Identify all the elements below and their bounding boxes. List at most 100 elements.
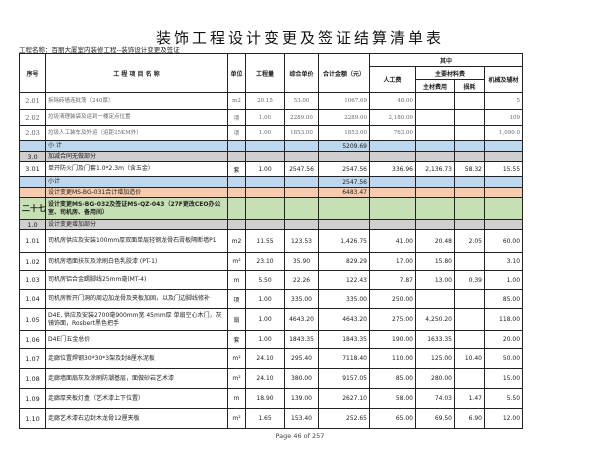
row-machine: 118.00 <box>483 308 524 331</box>
row-name: 司机房墙面扶灰及涂刷白色乳胶漆 (PT-1) <box>45 252 228 271</box>
row-total: 829.29 <box>318 252 370 271</box>
row-qty <box>245 140 285 152</box>
row-price: 4643.20 <box>284 308 319 331</box>
table-row: 3.01 单开防火门及门套1.0*2.3m（含五金）套 1.00 2547.56 254… <box>19 161 524 177</box>
table-row: 1.02 司机房墙面扶灰及涂刷白色乳胶漆 (PT-1) m² 23.10 35.90 82… <box>19 252 524 271</box>
row-price: 123.53 <box>284 229 319 253</box>
row-labor: 110.00 <box>369 348 416 369</box>
table-row: 设计变更MS-BG-031合计增加造价 6483.47 <box>19 187 524 198</box>
row-seq: 3.01 <box>19 161 46 177</box>
row-seq: 3.0 <box>19 151 46 162</box>
header-total: 合计金额（元） <box>318 53 370 93</box>
row-material: 15.80 <box>415 252 455 271</box>
row-unit: m² <box>227 252 246 271</box>
row-unit: m² <box>227 368 246 389</box>
row-unit: 扇 <box>227 308 246 331</box>
header-material-cost: 主材费用 <box>415 79 455 93</box>
row-price <box>284 219 319 230</box>
row-seq: 1.07 <box>19 348 46 369</box>
row-unit: 项 <box>227 109 246 126</box>
row-price: 1853.00 <box>284 125 319 141</box>
row-name: 单开防火门及门套1.0*2.3m（含五金） <box>45 161 228 177</box>
row-loss <box>454 92 485 110</box>
table-row: 1.08 走廊墙面扇灰及涂刷防潮基层，面做砂岩艺术漆 m² 24.10 380.00 91… <box>19 368 524 389</box>
table-row: 2.02 垃圾清理装袋及运到一楼定点位置项 1.00 2289.00 2289.00 2,… <box>19 109 524 126</box>
table-row: 小计 2547.56 <box>19 176 524 188</box>
row-name: 垃圾人工装车及外运（运距25KM外） <box>45 125 228 141</box>
row-price: 22.26 <box>284 270 319 290</box>
row-material <box>415 176 455 188</box>
row-unit <box>227 187 246 198</box>
row-total: 1853.00 <box>318 125 370 141</box>
row-name: 司机房供应及安装100mm厚双面单层轻钢龙骨石膏板隔断墙P1 <box>45 229 228 253</box>
row-price: 335.00 <box>284 289 319 309</box>
row-total: 2289.00 <box>318 109 370 126</box>
row-machine <box>483 197 524 220</box>
row-labor <box>369 151 416 162</box>
row-price <box>284 151 319 162</box>
row-machine: 5.50 <box>483 388 524 409</box>
header-machine: 机械及辅材 <box>483 66 524 93</box>
row-unit: m <box>227 388 246 409</box>
row-unit: m <box>227 270 246 290</box>
row-total: 2547.56 <box>318 176 370 188</box>
row-name: 设计变更增加部分 <box>45 219 228 230</box>
row-qty <box>245 187 285 198</box>
row-labor <box>369 187 416 198</box>
row-total: 252.65 <box>318 408 370 429</box>
row-loss: 6.90 <box>454 408 485 429</box>
table-row: 1.03 司机房铝合金踢脚线25mm毫(MT-4) m 5.50 22.26 122.43… <box>19 270 524 290</box>
row-price: 153.40 <box>284 408 319 429</box>
row-machine: 109 <box>483 109 524 126</box>
row-total: 1843.35 <box>318 330 370 349</box>
row-qty: 1.65 <box>245 408 285 429</box>
row-seq: 1.0 <box>19 219 46 230</box>
row-seq: 1.09 <box>19 388 46 409</box>
row-material <box>415 151 455 162</box>
row-qty: 1.00 <box>245 125 285 141</box>
row-loss <box>454 330 485 349</box>
row-loss <box>454 151 485 162</box>
row-material: 13.00 <box>415 270 455 290</box>
row-seq <box>19 187 46 198</box>
row-loss <box>454 176 485 188</box>
row-unit: 套 <box>227 330 246 349</box>
row-loss <box>454 368 485 389</box>
row-material: 2,136.73 <box>415 161 455 177</box>
row-unit: 项 <box>227 125 246 141</box>
row-name: 司机房铝合金踢脚线25mm毫(MT-4) <box>45 270 228 290</box>
row-name: 司机房新开门洞的周边加龙骨及夹板加固，以及门边脚线修补 <box>45 289 228 309</box>
row-material <box>415 125 455 141</box>
row-loss <box>454 289 485 309</box>
row-qty: 1.00 <box>245 308 285 331</box>
row-loss: 2.05 <box>454 229 485 253</box>
row-loss <box>454 125 485 141</box>
row-machine: 12.00 <box>483 408 524 429</box>
row-seq: 1.06 <box>19 330 46 349</box>
row-material: 4,250.20 <box>415 308 455 331</box>
row-loss <box>454 109 485 126</box>
row-qty: 11.55 <box>245 229 285 253</box>
row-loss <box>454 140 485 152</box>
row-name: D4E门五金总价 <box>45 330 228 349</box>
row-name: D4E, 供应及安装2700毫900mm宽 45mm厚 单扇空心木门，灰镜饰面，… <box>45 308 228 331</box>
row-material <box>415 219 455 230</box>
row-loss: 10.40 <box>454 348 485 369</box>
row-qty <box>245 219 285 230</box>
table-row: 2.03 垃圾人工装车及外运（运距25KM外）项 1.00 1853.00 1853.0… <box>19 125 524 141</box>
row-unit: m² <box>227 348 246 369</box>
row-unit: 套 <box>227 161 246 177</box>
header-of-which: 其中 <box>368 53 524 67</box>
row-qty: 24.10 <box>245 348 285 369</box>
row-qty: 5.50 <box>245 270 285 290</box>
row-name: 走廊墙面扇灰及涂刷防潮基层，面做砂岩艺术漆 <box>45 368 228 389</box>
row-price <box>284 176 319 188</box>
row-machine: 1.00 <box>483 270 524 290</box>
row-total: 9157.05 <box>318 368 370 389</box>
row-material: 20.48 <box>415 229 455 253</box>
row-labor <box>369 219 416 230</box>
row-labor: 17.00 <box>369 252 416 271</box>
row-machine <box>483 219 524 230</box>
row-material <box>415 197 455 220</box>
row-qty: 1.00 <box>245 109 285 126</box>
